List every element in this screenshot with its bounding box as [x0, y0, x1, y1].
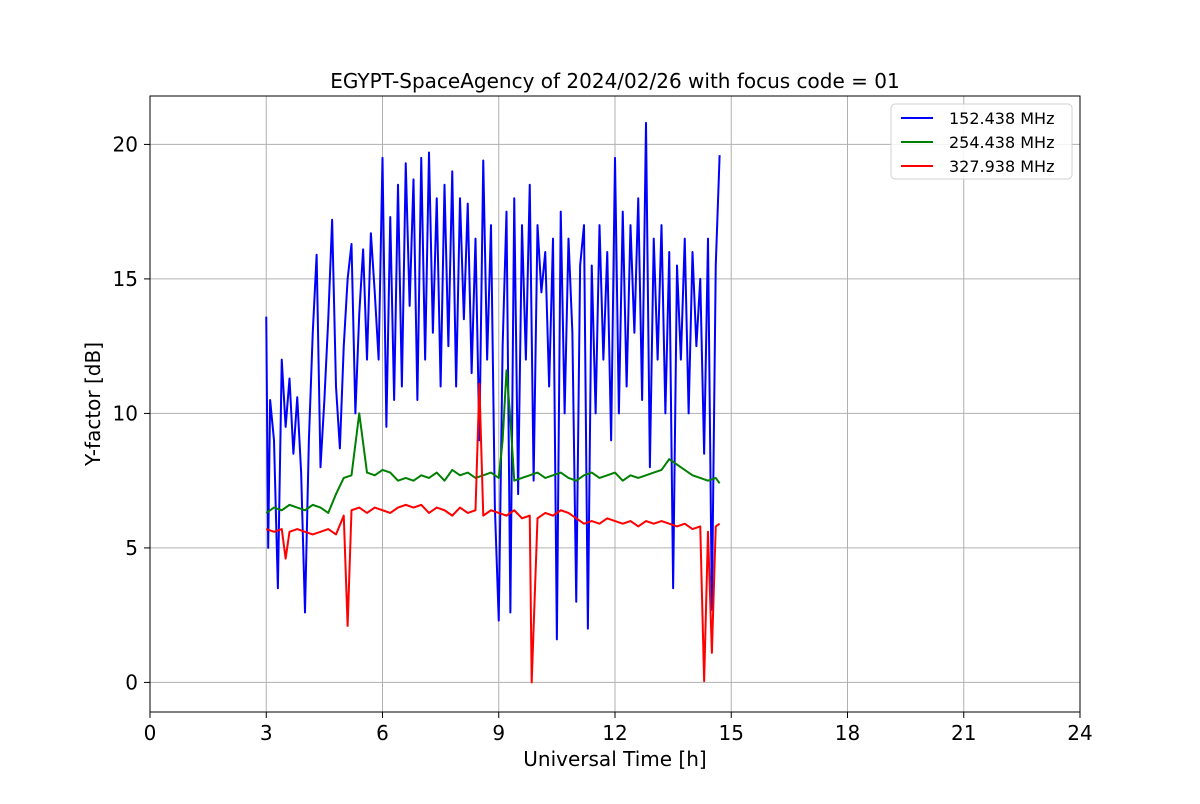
y-tick-label: 20: [113, 132, 138, 156]
x-tick-label: 12: [602, 721, 627, 745]
series-line-0: [265, 121, 721, 641]
x-tick-label: 6: [376, 721, 389, 745]
x-tick-label: 15: [719, 721, 744, 745]
y-tick-label: 0: [125, 670, 138, 694]
x-tick-label: 3: [260, 721, 273, 745]
legend: 152.438 MHz 254.438 MHz 327.938 MHz: [890, 103, 1073, 180]
series-layer: [265, 121, 721, 684]
y-tick-label: 10: [113, 401, 138, 425]
x-tick-label: 21: [951, 721, 976, 745]
tick-layer: 0 3 6 9 12 15 18 21 24 0 5 10 15 20: [113, 132, 1093, 745]
y-tick-label: 15: [113, 267, 138, 291]
y-tick-label: 5: [125, 536, 138, 560]
x-axis-title: Universal Time [h]: [523, 747, 706, 771]
x-tick-label: 18: [835, 721, 860, 745]
legend-label: 254.438 MHz: [949, 133, 1054, 152]
series-line-1: [265, 369, 721, 514]
x-tick-label: 24: [1067, 721, 1092, 745]
legend-label: 327.938 MHz: [949, 157, 1054, 176]
series-line-2: [265, 382, 721, 684]
legend-box: [890, 103, 1073, 180]
x-tick-label: 9: [492, 721, 505, 745]
legend-label: 152.438 MHz: [949, 109, 1054, 128]
y-axis-title: Y-factor [dB]: [81, 342, 105, 467]
x-tick-label: 0: [144, 721, 157, 745]
chart-title: EGYPT-SpaceAgency of 2024/02/26 with foc…: [330, 69, 899, 93]
